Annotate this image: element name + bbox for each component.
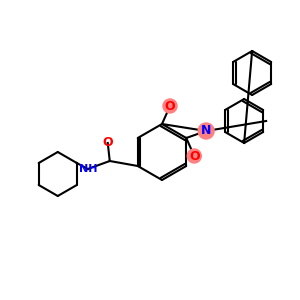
Circle shape xyxy=(198,123,214,139)
Text: O: O xyxy=(189,149,200,163)
Circle shape xyxy=(187,149,201,163)
Text: O: O xyxy=(102,136,113,149)
Text: N: N xyxy=(201,124,211,137)
Text: O: O xyxy=(165,100,175,112)
Circle shape xyxy=(163,99,177,113)
Text: NH: NH xyxy=(79,164,97,174)
